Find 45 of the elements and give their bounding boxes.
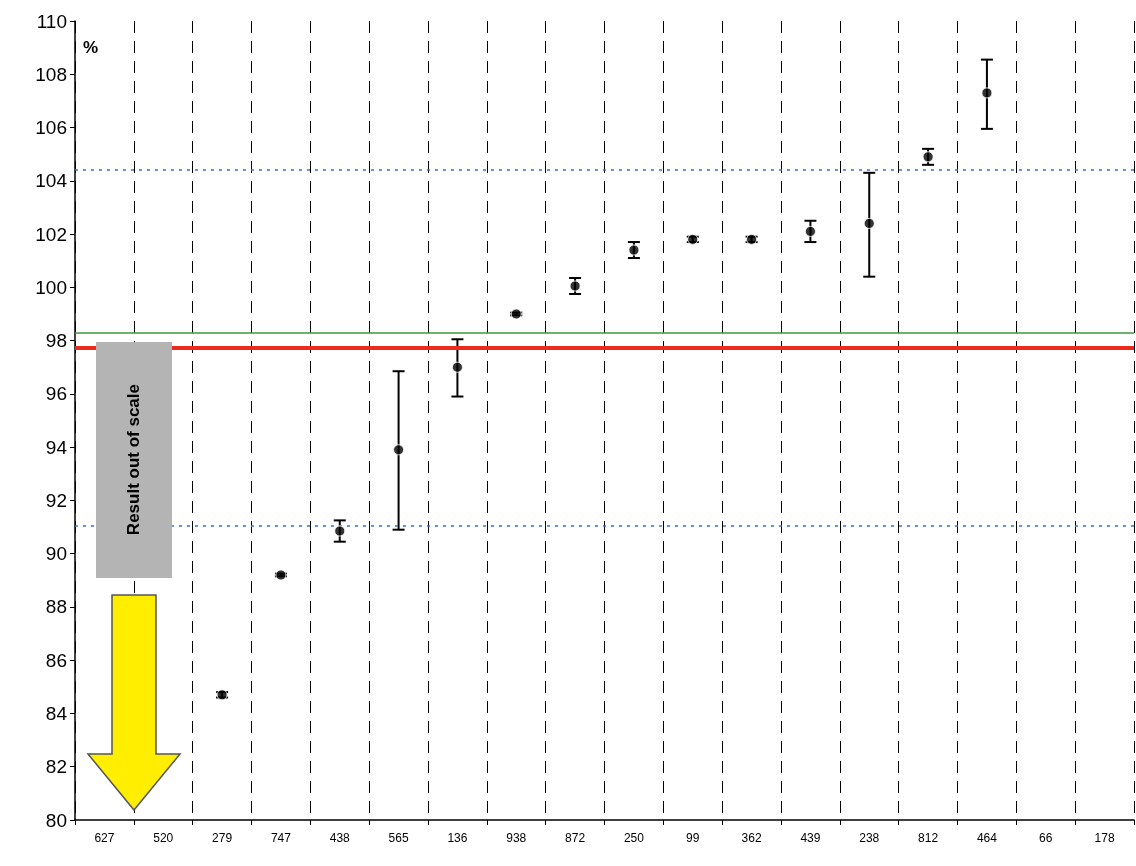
x-tick-label: 66 [1039, 831, 1053, 845]
x-tick-label: 279 [212, 831, 233, 845]
x-tick-label: 464 [976, 831, 998, 845]
y-tick-label: 80 [45, 809, 67, 831]
y-tick-label: 92 [45, 489, 67, 511]
y-tick-label: 86 [45, 649, 67, 671]
x-tick-label: 872 [565, 831, 586, 845]
x-tick-label: 178 [1094, 831, 1115, 845]
y-tick-label: 108 [35, 63, 67, 85]
point [981, 87, 993, 99]
x-tick-label: 238 [859, 831, 880, 845]
x-tick-label: 520 [153, 831, 174, 845]
annotation: Result out of scale [123, 384, 144, 536]
x-tick-label: 747 [270, 831, 292, 845]
point [922, 151, 934, 163]
x-tick-label: 362 [741, 831, 762, 845]
y-tick-label: 110 [36, 10, 67, 32]
point [628, 244, 640, 256]
y-tick-label: 106 [35, 117, 67, 139]
x-tick-label: 99 [686, 831, 700, 845]
y-tick-label: 96 [45, 383, 67, 405]
label-box: Result out of scale [95, 341, 172, 578]
y-tick-label: 82 [45, 756, 67, 778]
y-tick-label: 84 [45, 702, 68, 724]
point [334, 525, 346, 537]
x-tick-label: 439 [800, 831, 821, 845]
point [393, 444, 405, 456]
y-tick-label: 98 [45, 330, 67, 352]
y-tick-label: 102 [35, 223, 67, 245]
x-tick-label: 812 [918, 831, 939, 845]
x-tick-label: 250 [623, 831, 645, 845]
y-tick-label: 94 [45, 436, 68, 458]
x-tick-label: 136 [447, 831, 468, 845]
x-tick-label: 938 [506, 831, 527, 845]
point [451, 361, 463, 373]
point [804, 225, 816, 237]
point [863, 217, 875, 229]
x-tick-label: 565 [388, 831, 409, 845]
y-tick-label: 100 [35, 276, 67, 298]
y-tick-label: 90 [45, 543, 67, 565]
y-axis-title: % [83, 38, 99, 57]
y-tick-label: 104 [35, 170, 68, 192]
x-tick-label: 627 [94, 831, 115, 845]
y-tick-label: 88 [45, 596, 67, 618]
x-tick-label: 438 [329, 831, 351, 845]
